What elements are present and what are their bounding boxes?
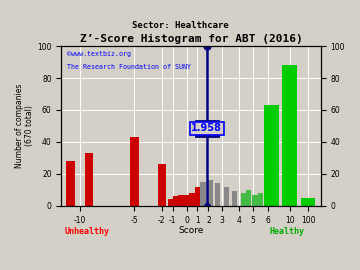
Bar bbox=[85, 153, 93, 206]
X-axis label: Score: Score bbox=[179, 226, 204, 235]
Bar bbox=[67, 161, 75, 206]
Bar bbox=[264, 105, 279, 206]
Text: ©www.textbiz.org: ©www.textbiz.org bbox=[67, 51, 131, 57]
Bar bbox=[195, 187, 200, 206]
Bar bbox=[252, 195, 257, 206]
Bar bbox=[201, 182, 206, 206]
Text: Healthy: Healthy bbox=[270, 227, 305, 236]
Title: Z’-Score Histogram for ABT (2016): Z’-Score Histogram for ABT (2016) bbox=[80, 34, 302, 44]
Bar bbox=[282, 65, 297, 206]
Bar bbox=[130, 137, 139, 206]
Bar bbox=[189, 193, 194, 206]
Bar bbox=[184, 195, 189, 206]
Bar bbox=[173, 196, 178, 206]
Bar bbox=[232, 191, 238, 206]
Text: The Research Foundation of SUNY: The Research Foundation of SUNY bbox=[67, 64, 190, 70]
Bar bbox=[167, 200, 173, 206]
Text: Unhealthy: Unhealthy bbox=[65, 227, 110, 236]
Text: Sector: Healthcare: Sector: Healthcare bbox=[132, 21, 228, 30]
Text: 1.958: 1.958 bbox=[191, 123, 222, 133]
Bar bbox=[246, 190, 251, 206]
Bar bbox=[240, 193, 246, 206]
Bar bbox=[208, 180, 213, 206]
Y-axis label: Number of companies
(670 total): Number of companies (670 total) bbox=[15, 84, 35, 168]
Bar bbox=[179, 195, 184, 206]
Bar bbox=[158, 164, 166, 206]
Bar bbox=[224, 187, 229, 206]
Bar bbox=[301, 198, 315, 206]
Bar bbox=[215, 183, 220, 206]
Bar bbox=[258, 193, 263, 206]
